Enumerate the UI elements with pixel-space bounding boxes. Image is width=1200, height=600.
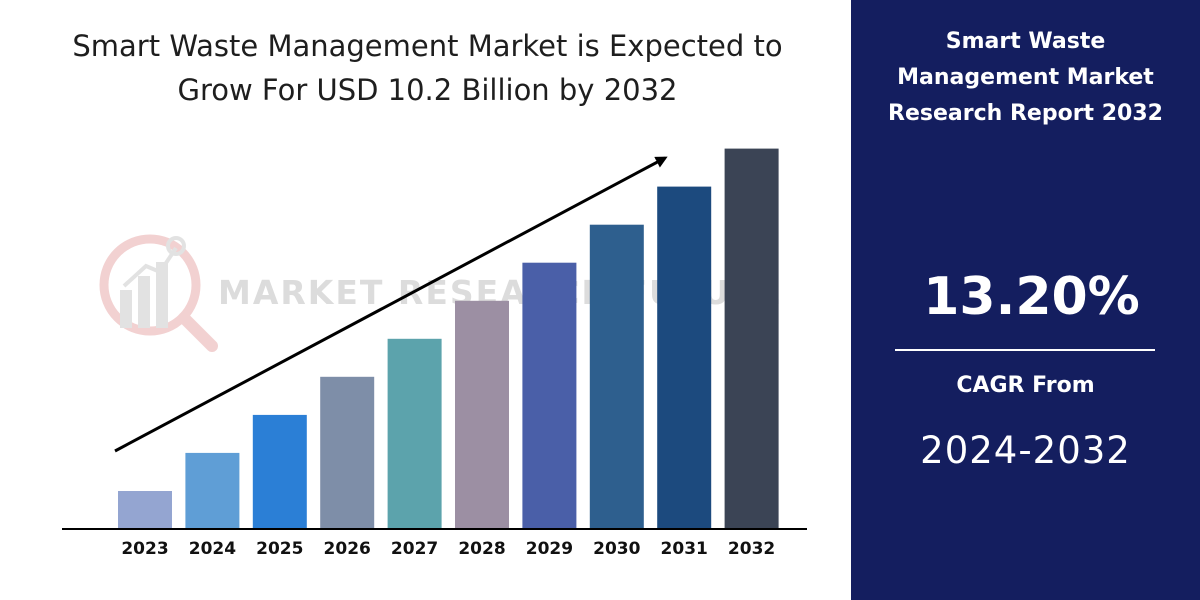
forecast-period: 2024-2032 (920, 429, 1131, 472)
cagr-value: 13.20% (923, 267, 1140, 327)
bar-2025 (252, 414, 307, 529)
bar-2027 (387, 338, 442, 529)
x-tick-2031: 2031 (661, 539, 708, 559)
cagr-label: CAGR From (956, 373, 1095, 398)
chart-title: Smart Waste Management Market is Expecte… (72, 29, 783, 107)
bar-2029 (522, 262, 577, 529)
bars-group (118, 148, 779, 529)
x-tick-2023: 2023 (121, 539, 168, 559)
bar-2031 (657, 186, 712, 529)
x-tick-2028: 2028 (458, 539, 505, 559)
bar-2024 (185, 452, 240, 529)
bar-2030 (589, 224, 644, 529)
x-tick-labels: 2023 2024 2025 2026 2027 2028 2029 2030 2031 2032 (121, 539, 775, 559)
bar-chart: MARKET RESEARCH FUTURE 2023 2024 2025 2026 2… (62, 148, 807, 559)
chart-area: MARKET RESEARCH FUTURE 2023 2024 2025 2026 2… (62, 29, 807, 559)
bar-2032 (724, 148, 779, 529)
x-tick-2025: 2025 (256, 539, 303, 559)
x-tick-2026: 2026 (324, 539, 371, 559)
bar-2023 (118, 491, 172, 529)
x-tick-2032: 2032 (728, 539, 775, 559)
x-tick-2027: 2027 (391, 539, 438, 559)
report-title: Smart Waste Management Market Research R… (888, 29, 1163, 126)
magnifier-chart-icon (99, 234, 218, 352)
trend-arrow (114, 156, 668, 453)
x-tick-2030: 2030 (593, 539, 640, 559)
bar-2026 (320, 376, 375, 529)
x-tick-2024: 2024 (189, 539, 236, 559)
bar-2028 (455, 300, 509, 529)
report-panel: Smart Waste Management Market Research R… (851, 0, 1200, 600)
x-tick-2029: 2029 (526, 539, 573, 559)
panel-divider (895, 349, 1155, 351)
